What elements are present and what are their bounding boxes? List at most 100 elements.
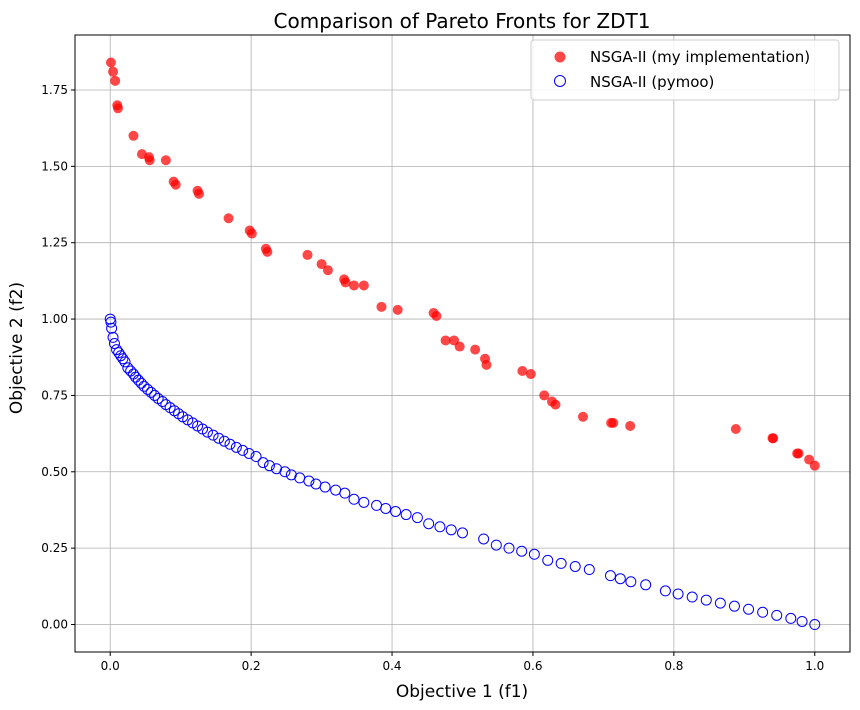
- data-point-pymoo: [117, 353, 129, 365]
- data-point-pymoo: [686, 591, 698, 603]
- data-point-pymoo: [516, 545, 528, 557]
- data-point-pymoo: [728, 600, 740, 612]
- data-point-pymoo: [434, 521, 446, 533]
- data-point-pymoo: [771, 609, 783, 621]
- data-point-pymoo: [135, 377, 147, 389]
- data-point-pymoo: [714, 597, 726, 609]
- y-tick-label: 0.00: [41, 618, 68, 632]
- data-point-my-implementation: [144, 155, 155, 166]
- data-point-pymoo: [542, 554, 554, 566]
- data-point-my-implementation: [440, 335, 451, 346]
- data-point-my-implementation: [358, 280, 369, 291]
- data-point-pymoo: [569, 560, 581, 572]
- data-point-pymoo: [294, 472, 306, 484]
- y-tick-label: 1.75: [41, 83, 68, 97]
- plot-area-frame: [74, 34, 851, 653]
- legend-label-pymoo: NSGA-II (pymoo): [590, 73, 714, 91]
- data-point-my-implementation: [316, 259, 327, 270]
- data-point-my-implementation: [431, 311, 442, 322]
- data-point-pymoo: [330, 484, 342, 496]
- data-point-my-implementation: [550, 399, 561, 410]
- data-point-my-implementation: [525, 369, 536, 380]
- y-tick-label: 1.50: [41, 159, 68, 173]
- data-point-pymoo: [113, 347, 125, 359]
- data-point-pymoo: [339, 487, 351, 499]
- data-point-pymoo: [130, 371, 142, 383]
- x-axis-label: Objective 1 (f1): [396, 682, 528, 702]
- data-point-pymoo: [257, 457, 269, 469]
- data-point-my-implementation: [170, 179, 181, 190]
- data-point-pymoo: [319, 481, 331, 493]
- data-point-my-implementation: [608, 417, 619, 428]
- data-point-my-implementation: [108, 66, 119, 77]
- legend-label-my-implementation: NSGA-II (my implementation): [590, 48, 810, 66]
- data-point-pymoo: [230, 441, 242, 453]
- data-point-pymoo: [108, 338, 120, 349]
- legend: NSGA-II (my implementation) NSGA-II (pym…: [530, 39, 840, 101]
- data-point-pymoo: [106, 322, 118, 334]
- data-point-pymoo: [115, 350, 127, 362]
- data-point-pymoo: [390, 505, 402, 517]
- data-point-pymoo: [279, 466, 291, 478]
- data-point-my-implementation: [112, 103, 123, 114]
- data-point-pymoo: [125, 365, 137, 377]
- data-point-pymoo: [672, 588, 684, 600]
- data-point-my-implementation: [322, 265, 333, 276]
- data-point-pymoo: [142, 383, 154, 395]
- data-point-pymoo: [659, 585, 671, 597]
- data-point-pymoo: [145, 386, 157, 398]
- legend-marker-my-implementation: [554, 51, 566, 63]
- legend-marker-pymoo: [554, 75, 566, 87]
- data-point-pymoo: [423, 518, 435, 530]
- data-point-pymoo: [224, 438, 236, 450]
- data-point-my-implementation: [730, 424, 741, 435]
- data-point-my-implementation: [194, 188, 204, 199]
- data-point-pymoo: [555, 557, 567, 569]
- data-point-pymoo: [213, 432, 225, 444]
- y-tick-label: 1.25: [41, 236, 68, 250]
- data-point-pymoo: [358, 496, 370, 508]
- y-tick-label: 0.75: [41, 388, 68, 402]
- data-point-pymoo: [604, 570, 616, 582]
- data-point-pymoo: [119, 356, 131, 368]
- data-point-pymoo: [107, 331, 119, 343]
- data-point-pymoo: [371, 499, 383, 511]
- data-point-pymoo: [122, 362, 134, 374]
- data-point-my-implementation: [262, 246, 273, 257]
- data-point-my-implementation: [809, 460, 820, 471]
- data-point-pymoo: [528, 548, 540, 560]
- y-tick-label: 0.25: [41, 541, 68, 555]
- x-tick-label: 0.0: [101, 659, 120, 673]
- data-point-my-implementation: [349, 280, 359, 291]
- data-point-pymoo: [614, 573, 626, 585]
- data-point-pymoo: [207, 429, 219, 441]
- data-point-pymoo: [457, 527, 468, 539]
- data-point-my-implementation: [105, 57, 116, 68]
- data-point-my-implementation: [302, 249, 313, 260]
- x-tick-label: 0.6: [523, 659, 542, 673]
- data-point-pymoo: [156, 396, 168, 408]
- data-point-my-implementation: [793, 448, 804, 459]
- data-point-pymoo: [237, 444, 249, 456]
- chart-title: Comparison of Pareto Fronts for ZDT1: [274, 9, 651, 33]
- data-point-my-implementation: [539, 390, 550, 401]
- data-point-pymoo: [411, 512, 423, 524]
- data-point-pymoo: [700, 594, 712, 606]
- data-point-my-implementation: [392, 304, 403, 315]
- data-point-pymoo: [490, 539, 502, 551]
- x-axis-ticks: 0.0 0.2 0.4 0.6 0.8 1.0: [101, 652, 824, 673]
- data-point-my-implementation: [517, 365, 528, 376]
- y-tick-label: 0.50: [41, 465, 68, 479]
- data-point-pymoo: [348, 493, 360, 505]
- data-point-pymoo: [218, 435, 230, 447]
- data-point-my-implementation: [223, 213, 234, 224]
- data-point-pymoo: [478, 533, 490, 545]
- data-point-pymoo: [111, 344, 123, 356]
- data-point-my-implementation: [110, 75, 121, 86]
- x-tick-label: 0.8: [664, 659, 683, 673]
- x-tick-label: 0.2: [242, 659, 261, 673]
- data-point-pymoo: [263, 460, 275, 472]
- data-point-pymoo: [743, 603, 755, 615]
